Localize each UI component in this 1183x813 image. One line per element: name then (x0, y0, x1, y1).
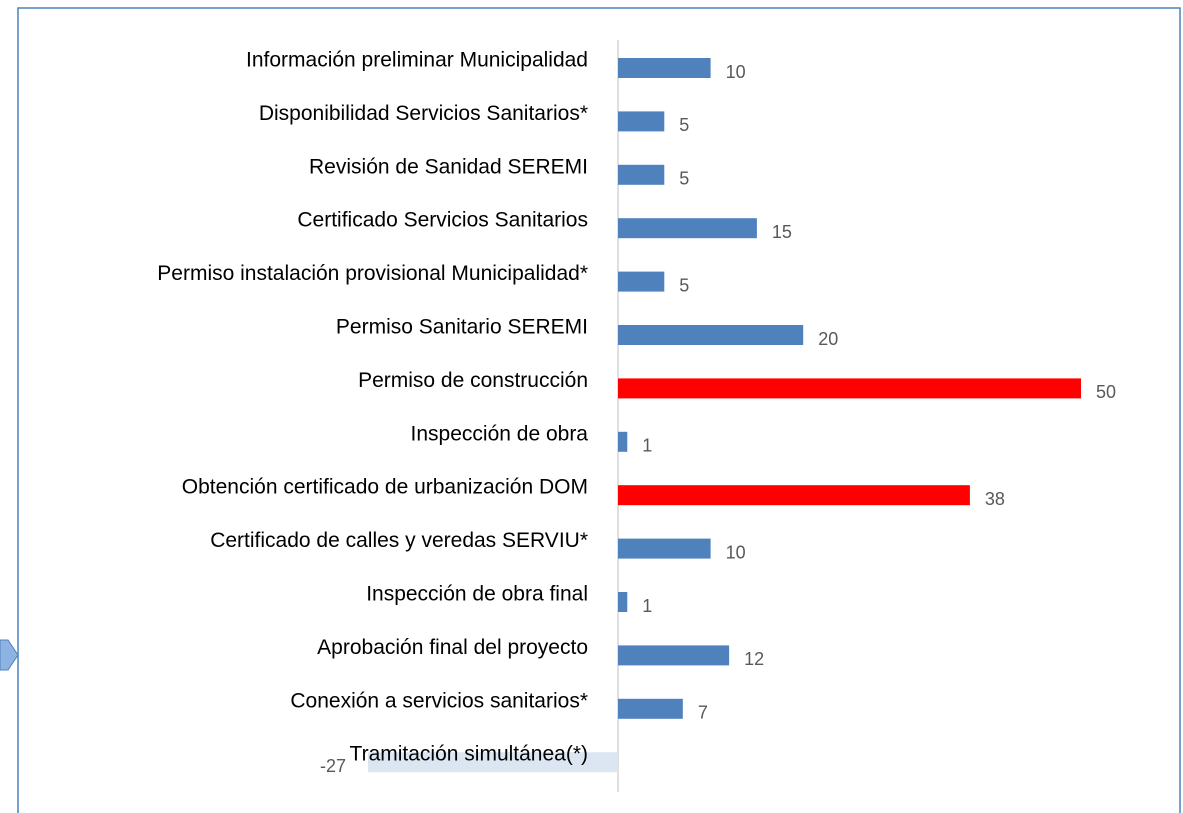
bar (618, 698, 683, 719)
bar (618, 538, 711, 559)
value-label: 10 (726, 542, 746, 562)
value-label: 10 (726, 62, 746, 82)
bar (618, 645, 730, 666)
value-label: 20 (818, 329, 838, 349)
value-label: 38 (985, 489, 1005, 509)
value-label: 5 (679, 169, 689, 189)
category-label: Disponibilidad Servicios Sanitarios* (259, 102, 588, 125)
category-label: Aprobación final del proyecto (317, 636, 588, 659)
frame (17, 7, 1181, 813)
bar (618, 111, 665, 132)
bar (618, 325, 804, 345)
bar (367, 752, 618, 773)
value-label: 5 (679, 115, 689, 135)
arrow-shape (0, 639, 19, 671)
value-label: 1 (642, 596, 652, 616)
value-label: 1 (642, 436, 652, 456)
bar (618, 485, 970, 506)
category-label: Permiso instalación provisional Municipa… (157, 262, 588, 285)
value-label: 7 (698, 703, 708, 723)
category-label: Tramitación simultánea(*) (350, 743, 588, 766)
bar (618, 58, 711, 78)
value-label: 5 (679, 275, 689, 295)
bar (618, 431, 628, 452)
category-label: Permiso de construcción (358, 369, 588, 392)
bar (618, 271, 665, 292)
category-label: Certificado de calles y veredas SERVIU* (210, 529, 588, 552)
value-label: 12 (744, 649, 764, 669)
category-label: Conexión a servicios sanitarios* (290, 689, 588, 712)
bar (618, 164, 665, 185)
bar (618, 218, 757, 239)
category-label: Certificado Servicios Sanitarios (297, 209, 588, 232)
category-label: Inspección de obra final (366, 583, 588, 606)
bar (618, 592, 628, 612)
value-label: 50 (1096, 382, 1116, 402)
value-label: -27 (320, 756, 346, 776)
bar (618, 378, 1081, 399)
category-label: Revisión de Sanidad SEREMI (309, 155, 588, 178)
category-label: Información preliminar Municipalidad (246, 49, 588, 72)
category-label: Inspección de obra (411, 422, 589, 445)
category-label: Obtención certificado de urbanización DO… (182, 476, 588, 499)
value-label: 15 (772, 222, 792, 242)
category-label: Permiso Sanitario SEREMI (336, 316, 588, 339)
